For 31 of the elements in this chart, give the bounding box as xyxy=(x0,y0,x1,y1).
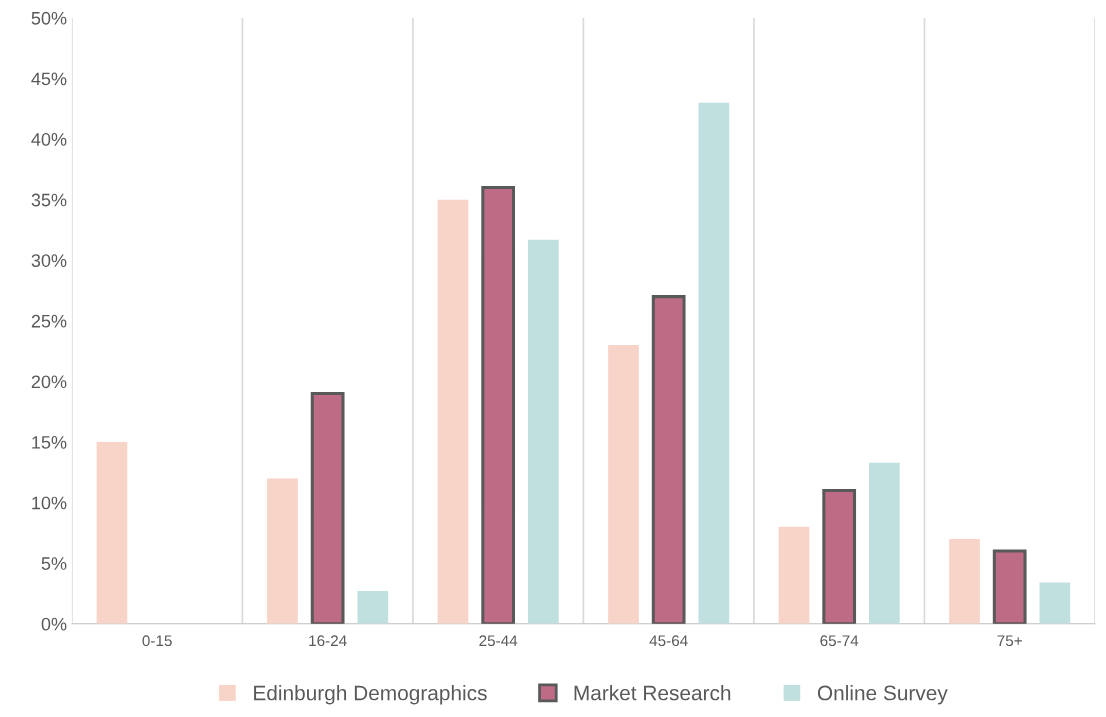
bar xyxy=(698,102,730,624)
y-tick-label: 10% xyxy=(32,496,67,510)
bar xyxy=(608,345,639,624)
y-tick-label: 5% xyxy=(41,557,67,570)
bar xyxy=(949,538,980,624)
x-tick-label: 75+ xyxy=(997,635,1022,647)
x-tick-label: 25-44 xyxy=(479,635,518,647)
x-tick-label: 16-24 xyxy=(309,635,347,647)
legend-label: Market Research xyxy=(574,685,731,701)
x-tick-label: 45-64 xyxy=(649,635,688,647)
bar xyxy=(869,462,900,624)
y-tick-label: 50% xyxy=(31,11,67,25)
bar xyxy=(267,478,298,624)
y-tick-label: 25% xyxy=(31,314,67,328)
bar xyxy=(437,199,469,624)
bar xyxy=(357,591,389,624)
bar xyxy=(1039,582,1071,624)
x-tick-label: 65-74 xyxy=(820,635,859,647)
bar xyxy=(96,442,128,624)
y-tick-label: 45% xyxy=(31,72,67,86)
y-tick-label: 0% xyxy=(41,617,67,631)
y-tick-label: 40% xyxy=(31,133,67,146)
bar xyxy=(528,239,559,624)
bar xyxy=(778,526,810,624)
y-tick-label: 15% xyxy=(32,436,67,449)
y-tick-label: 30% xyxy=(31,254,67,267)
legend-label: Online Survey xyxy=(817,685,948,705)
y-tick-label: 35% xyxy=(31,193,67,207)
x-tick-label: 0-15 xyxy=(142,635,172,647)
legend-label: Edinburgh Demographics xyxy=(254,685,487,705)
y-tick-label: 20% xyxy=(31,375,67,389)
